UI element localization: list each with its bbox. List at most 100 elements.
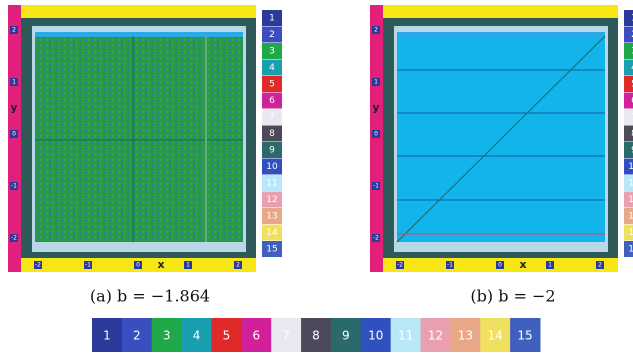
colorbar-label: 11 <box>398 329 413 343</box>
x-axis-label: x <box>519 258 526 271</box>
tick-box <box>446 261 454 269</box>
caption: (b) b = −2 <box>470 287 555 306</box>
legend-swatch <box>624 10 633 26</box>
legend-swatch <box>624 191 633 208</box>
colorbar-swatch <box>181 318 212 352</box>
colorbar-swatch <box>360 318 392 352</box>
legend-label: 1 <box>269 14 275 24</box>
legend-label: 5 <box>631 80 633 90</box>
tick-box <box>372 234 380 242</box>
legend-label: 3 <box>269 47 275 57</box>
y-tick-label: 0 <box>374 131 378 138</box>
legend-label: 1 <box>631 14 633 24</box>
legend-label: 6 <box>631 96 633 106</box>
tick-box <box>396 261 404 269</box>
tick-box <box>372 78 380 86</box>
legend-label: 14 <box>266 228 278 238</box>
legend-swatch <box>262 158 282 175</box>
tick-box <box>34 261 42 269</box>
legend-label: 7 <box>631 113 633 123</box>
tick-box <box>372 182 380 190</box>
tick-box <box>546 261 554 269</box>
legend-swatch <box>262 43 282 59</box>
y-tick-label: -2 <box>11 235 17 242</box>
colorbar-label: 7 <box>282 329 290 343</box>
colorbar-swatch <box>271 318 302 352</box>
y-axis-label: y <box>372 101 379 114</box>
colorbar-label: 5 <box>223 329 231 343</box>
legend-label: 15 <box>266 245 277 255</box>
top-strip <box>35 32 243 37</box>
legend-swatch <box>624 26 633 43</box>
legend-label: 2 <box>269 30 275 40</box>
legend-swatch <box>624 109 633 125</box>
plot-area <box>35 36 243 242</box>
colorbar-swatch <box>390 318 422 352</box>
legend-label: 8 <box>631 129 633 139</box>
legend-label: 12 <box>266 195 277 205</box>
colorbar-swatch <box>510 318 541 352</box>
top-strip <box>397 32 605 37</box>
x-tick-label: 0 <box>498 262 502 269</box>
colorbar-label: 2 <box>133 329 141 343</box>
x-tick-label: -1 <box>85 262 91 269</box>
legend-swatch <box>624 158 633 175</box>
tick-box <box>496 261 504 269</box>
legend-swatch <box>262 241 282 257</box>
legend-label: 10 <box>628 162 633 172</box>
tick-box <box>234 261 242 269</box>
colorbar-label: 6 <box>252 329 260 343</box>
x-tick-label: 1 <box>548 262 552 269</box>
tick-box <box>10 130 18 138</box>
tick-box <box>184 261 192 269</box>
y-tick-label: -1 <box>373 183 379 190</box>
colorbar-swatch <box>121 318 153 352</box>
tick-box <box>372 26 380 34</box>
legend-swatch <box>624 59 633 76</box>
y-tick-label: 1 <box>374 79 378 86</box>
colorbar-swatch <box>480 318 511 352</box>
top-bar <box>383 5 618 18</box>
x-tick-label: 2 <box>236 262 240 269</box>
colorbar-label: 12 <box>428 329 443 343</box>
legend-swatch <box>262 92 282 109</box>
tick-box <box>10 78 18 86</box>
legend-swatch <box>624 125 633 142</box>
colorbar-label: 1 <box>103 329 111 343</box>
tick-box <box>10 26 18 34</box>
legend-label: 8 <box>269 129 275 139</box>
x-tick-label: -2 <box>35 262 41 269</box>
colorbar-swatch <box>151 318 183 352</box>
y-tick-label: -2 <box>373 235 379 242</box>
colorbar-swatch <box>241 318 272 352</box>
y-tick-label: 2 <box>374 27 378 34</box>
legend-swatch <box>262 208 282 224</box>
caption: (a) b = −1.864 <box>90 287 210 306</box>
colorbar-label: 9 <box>342 329 350 343</box>
x-axis-label: x <box>157 258 164 271</box>
tick-box <box>10 182 18 190</box>
colorbar-label: 15 <box>517 329 532 343</box>
x-tick-label: 2 <box>598 262 602 269</box>
legend-swatch <box>262 142 282 158</box>
legend-swatch <box>262 109 282 125</box>
legend-swatch <box>262 125 282 142</box>
x-tick-label: -1 <box>447 262 453 269</box>
left-strip <box>370 5 383 272</box>
diagonal <box>396 35 606 243</box>
legend-label: 14 <box>628 228 633 238</box>
tick-box <box>84 261 92 269</box>
legend-label: 2 <box>631 30 633 40</box>
colorbar-swatch <box>211 318 242 352</box>
colorbar-swatch <box>92 318 123 352</box>
legend-swatch <box>624 142 633 158</box>
top-bar <box>21 5 256 18</box>
colorbar-label: 4 <box>193 329 201 343</box>
legend-label: 10 <box>266 162 278 172</box>
legend-label: 13 <box>628 212 633 222</box>
legend-swatch <box>262 76 282 92</box>
tick-box <box>596 261 604 269</box>
legend-label: 15 <box>628 245 633 255</box>
legend-swatch <box>262 175 282 191</box>
legend-label: 9 <box>269 146 275 156</box>
